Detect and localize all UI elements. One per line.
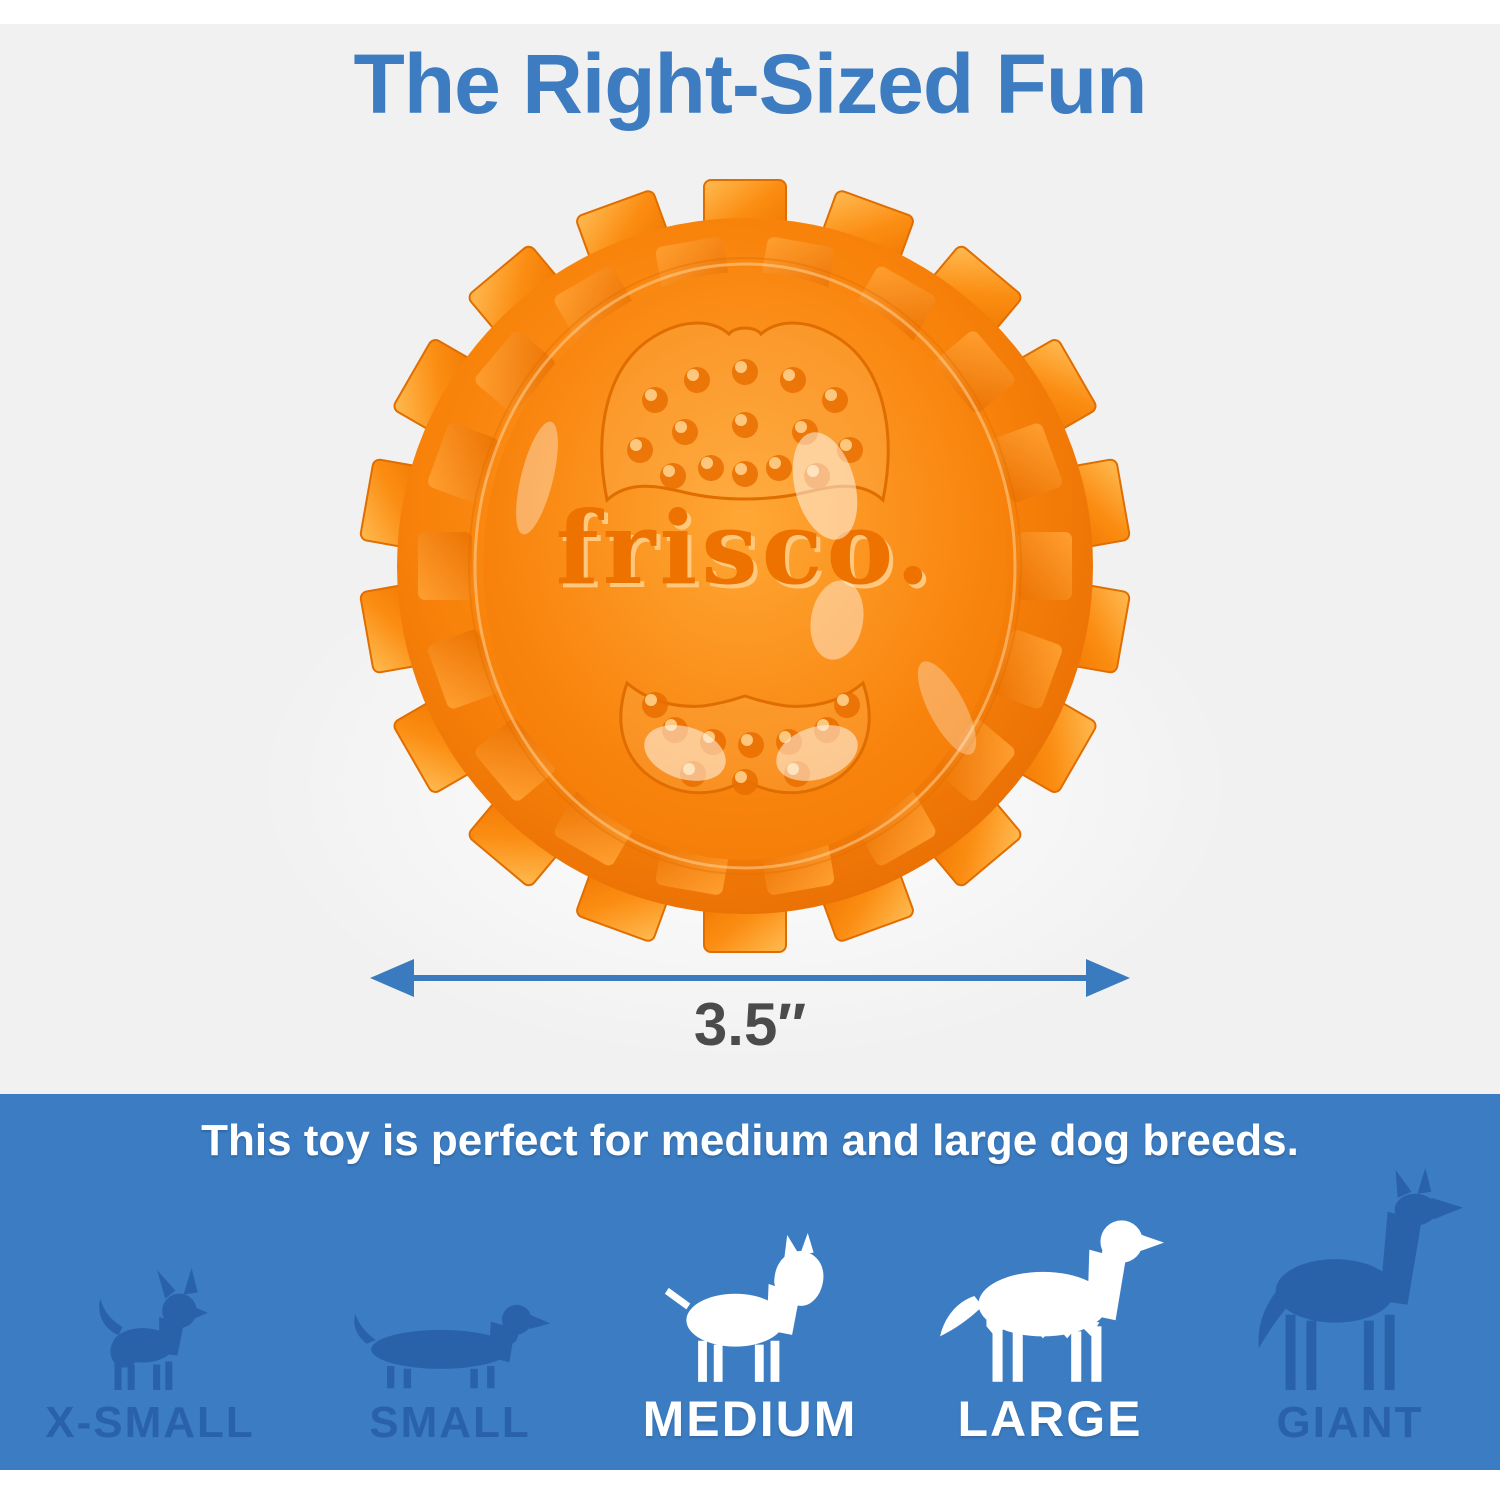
product-ball-image: frisco. frisco.	[359, 179, 1131, 953]
size-label-large: LARGE	[957, 1391, 1143, 1447]
chihuahua-silhouette	[99, 1268, 208, 1390]
diameter-measurement: 3.5″	[693, 991, 807, 1058]
gloss-highlight	[792, 432, 858, 540]
size-label-x-small: X-SMALL	[45, 1398, 255, 1447]
size-item-large: LARGE	[900, 1094, 1200, 1470]
gloss-highlight	[644, 725, 726, 781]
gloss-highlight	[516, 421, 558, 535]
gloss-highlight	[810, 580, 864, 660]
size-label-small: SMALL	[369, 1398, 531, 1447]
size-item-giant: GIANT	[1200, 1094, 1500, 1470]
gloss-highlight	[917, 661, 977, 755]
banner-message: This toy is perfect for medium and large…	[201, 1116, 1299, 1165]
ball-face	[483, 272, 1007, 860]
gloss-highlight	[776, 725, 858, 781]
size-item-x-small: X-SMALL	[0, 1094, 300, 1470]
diameter-arrow-icon	[370, 959, 1130, 997]
great-dane-silhouette	[1258, 1167, 1464, 1391]
dachshund-silhouette	[354, 1304, 551, 1389]
bull-terrier-silhouette	[664, 1233, 824, 1382]
frisco-embossed-logo: frisco.	[556, 489, 935, 607]
size-label-medium: MEDIUM	[642, 1391, 858, 1447]
size-item-medium: MEDIUM	[600, 1094, 900, 1470]
bone-bumps-top	[627, 359, 863, 489]
golden-retriever-silhouette	[940, 1220, 1164, 1382]
size-guide-banner: This toy is perfect for medium and large…	[0, 1094, 1500, 1470]
svg-text:frisco.: frisco.	[560, 493, 939, 611]
page-title: The Right-Sized Fun	[353, 37, 1148, 131]
product-section: The Right-Sized Fun	[0, 24, 1500, 1094]
size-label-giant: GIANT	[1276, 1398, 1424, 1447]
size-item-small: SMALL	[300, 1094, 600, 1470]
